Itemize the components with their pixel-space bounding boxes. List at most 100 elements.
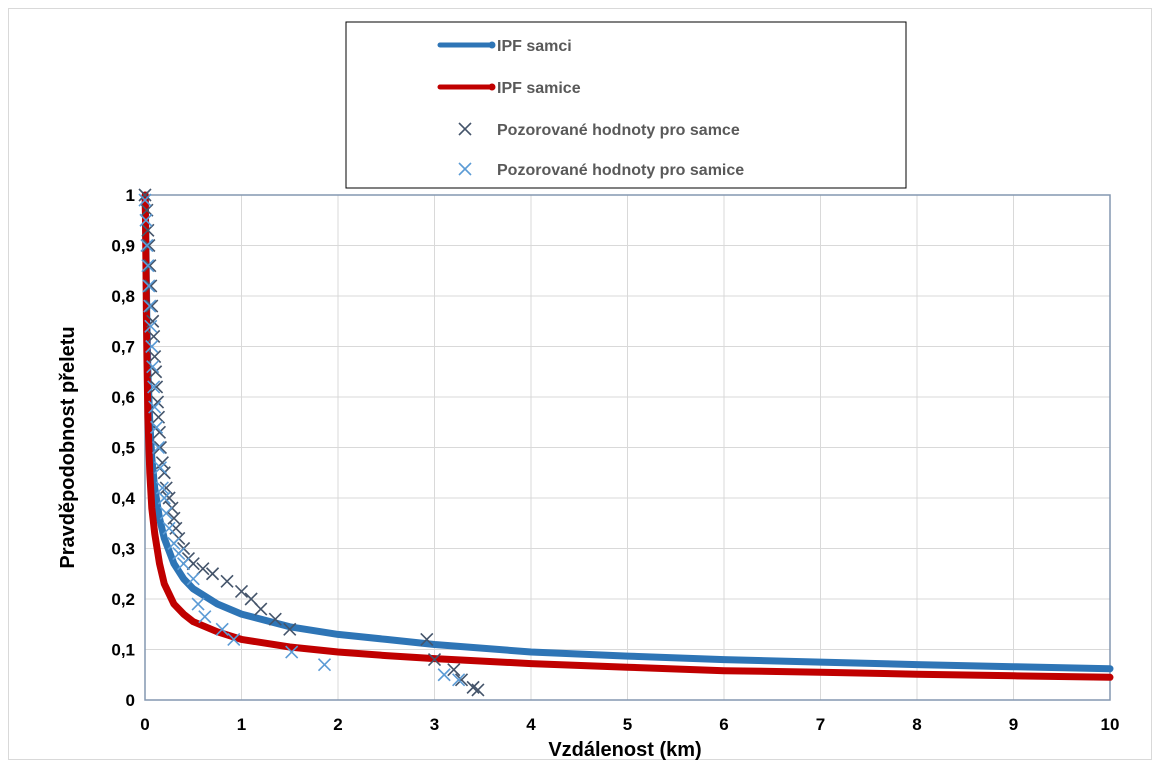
marker-stroke <box>149 365 163 379</box>
y-tick-label: 0 <box>126 691 135 710</box>
marker-stroke <box>151 410 166 424</box>
data-point-marker <box>157 491 171 505</box>
data-point-marker <box>153 440 168 455</box>
marker-stroke <box>471 683 485 697</box>
data-point-marker <box>140 203 154 217</box>
series-line <box>141 191 1114 681</box>
tick-labels: 0 1 2 3 4 5 6 7 8 9 10 0 0,1 0,2 0,3 0,4 0,5 0,6 0,7 0,8 0,9… <box>111 186 1119 734</box>
data-point-marker <box>159 481 173 495</box>
data-point-marker <box>317 658 332 672</box>
marker-stroke <box>162 491 176 505</box>
marker-stroke <box>142 279 156 293</box>
x-tick-label: 3 <box>430 715 439 734</box>
marker-stroke <box>268 612 282 626</box>
marker-stroke <box>146 360 160 374</box>
marker-stroke <box>157 466 171 480</box>
data-point-marker <box>167 536 181 551</box>
data-point-marker <box>150 420 164 434</box>
marker-stroke <box>447 663 461 677</box>
marker-stroke <box>157 491 171 505</box>
x-tick-label: 4 <box>526 715 536 734</box>
legend-item-1: IPF samci <box>437 38 572 55</box>
marker-stroke <box>145 299 159 313</box>
marker-stroke <box>205 567 220 581</box>
data-point-marker <box>147 329 161 343</box>
data-point-marker <box>159 506 173 520</box>
data-point-marker <box>471 683 485 697</box>
marker-stroke <box>147 380 161 394</box>
marker-stroke <box>317 658 332 672</box>
y-tick-label: 0,6 <box>111 388 135 407</box>
marker-stroke <box>254 602 268 616</box>
data-point-marker <box>220 574 234 588</box>
data-point-marker <box>138 188 152 202</box>
marker-stroke <box>159 481 173 495</box>
x-tick-label: 1 <box>237 715 246 734</box>
y-tick-label: 0,1 <box>111 641 135 660</box>
y-tick-label: 0,4 <box>111 489 135 508</box>
data-point-marker <box>186 557 200 571</box>
marker-stroke <box>153 461 168 475</box>
marker-stroke <box>145 339 159 354</box>
data-point-marker <box>283 622 297 636</box>
data-point-marker <box>145 299 159 313</box>
data-point-marker <box>167 511 181 525</box>
marker-stroke <box>141 259 155 273</box>
series-layer <box>138 188 1114 697</box>
x-tick-label: 0 <box>140 715 149 734</box>
data-point-marker <box>427 653 442 667</box>
marker-stroke <box>140 203 154 217</box>
legend-item-4: Pozorované hodnoty pro samice <box>458 162 744 179</box>
marker-stroke <box>452 673 466 687</box>
x-tick-label: 10 <box>1101 715 1120 734</box>
marker-stroke <box>186 572 200 586</box>
legend-line-marker <box>488 41 496 49</box>
marker-stroke <box>148 350 162 364</box>
x-tick-label: 9 <box>1009 715 1018 734</box>
data-point-marker <box>437 668 451 682</box>
legend-item-2: IPF samice <box>437 80 581 97</box>
data-point-marker <box>153 461 168 475</box>
marker-stroke <box>147 329 161 343</box>
data-point-marker <box>169 521 183 535</box>
data-point-marker <box>454 673 469 687</box>
data-point-marker <box>452 673 466 687</box>
x-tick-label: 6 <box>719 715 728 734</box>
data-point-marker <box>177 557 191 571</box>
data-point-marker <box>155 481 169 495</box>
data-point-marker <box>420 632 434 646</box>
data-point-marker <box>234 584 249 598</box>
marker-stroke <box>139 213 153 227</box>
data-point-marker <box>143 299 157 313</box>
data-point-marker <box>146 360 160 374</box>
data-point-marker <box>140 238 154 253</box>
legend-items: IPF samci IPF samice Pozorované hodnoty pr… <box>437 38 744 179</box>
data-point-marker <box>141 223 155 237</box>
y-axis-title: Pravděpodobnost přeletu <box>57 326 79 568</box>
legend-label: IPF samice <box>497 80 581 97</box>
marker-stroke <box>198 610 212 624</box>
marker-stroke <box>191 597 205 611</box>
data-point-marker <box>147 380 161 394</box>
marker-stroke <box>283 622 297 636</box>
data-point-marker <box>150 380 164 394</box>
x-tick-label: 7 <box>816 715 825 734</box>
legend-label: Pozorované hodnoty pro samice <box>497 162 744 179</box>
y-tick-label: 1 <box>126 186 135 205</box>
data-point-marker <box>151 440 166 455</box>
data-point-marker <box>172 546 186 561</box>
data-point-marker <box>145 339 159 354</box>
marker-stroke <box>458 162 472 176</box>
legend-item-3: Pozorované hodnoty pro samce <box>458 122 740 139</box>
marker-stroke <box>454 673 469 687</box>
data-point-marker <box>162 521 176 535</box>
marker-stroke <box>285 645 299 659</box>
marker-stroke <box>186 557 200 571</box>
marker-stroke <box>172 546 186 561</box>
marker-stroke <box>437 668 451 682</box>
marker-stroke <box>155 481 169 495</box>
marker-stroke <box>148 400 162 414</box>
data-point-marker <box>144 319 158 333</box>
y-tick-label: 0,8 <box>111 287 135 306</box>
y-tick-label: 0,3 <box>111 540 135 559</box>
